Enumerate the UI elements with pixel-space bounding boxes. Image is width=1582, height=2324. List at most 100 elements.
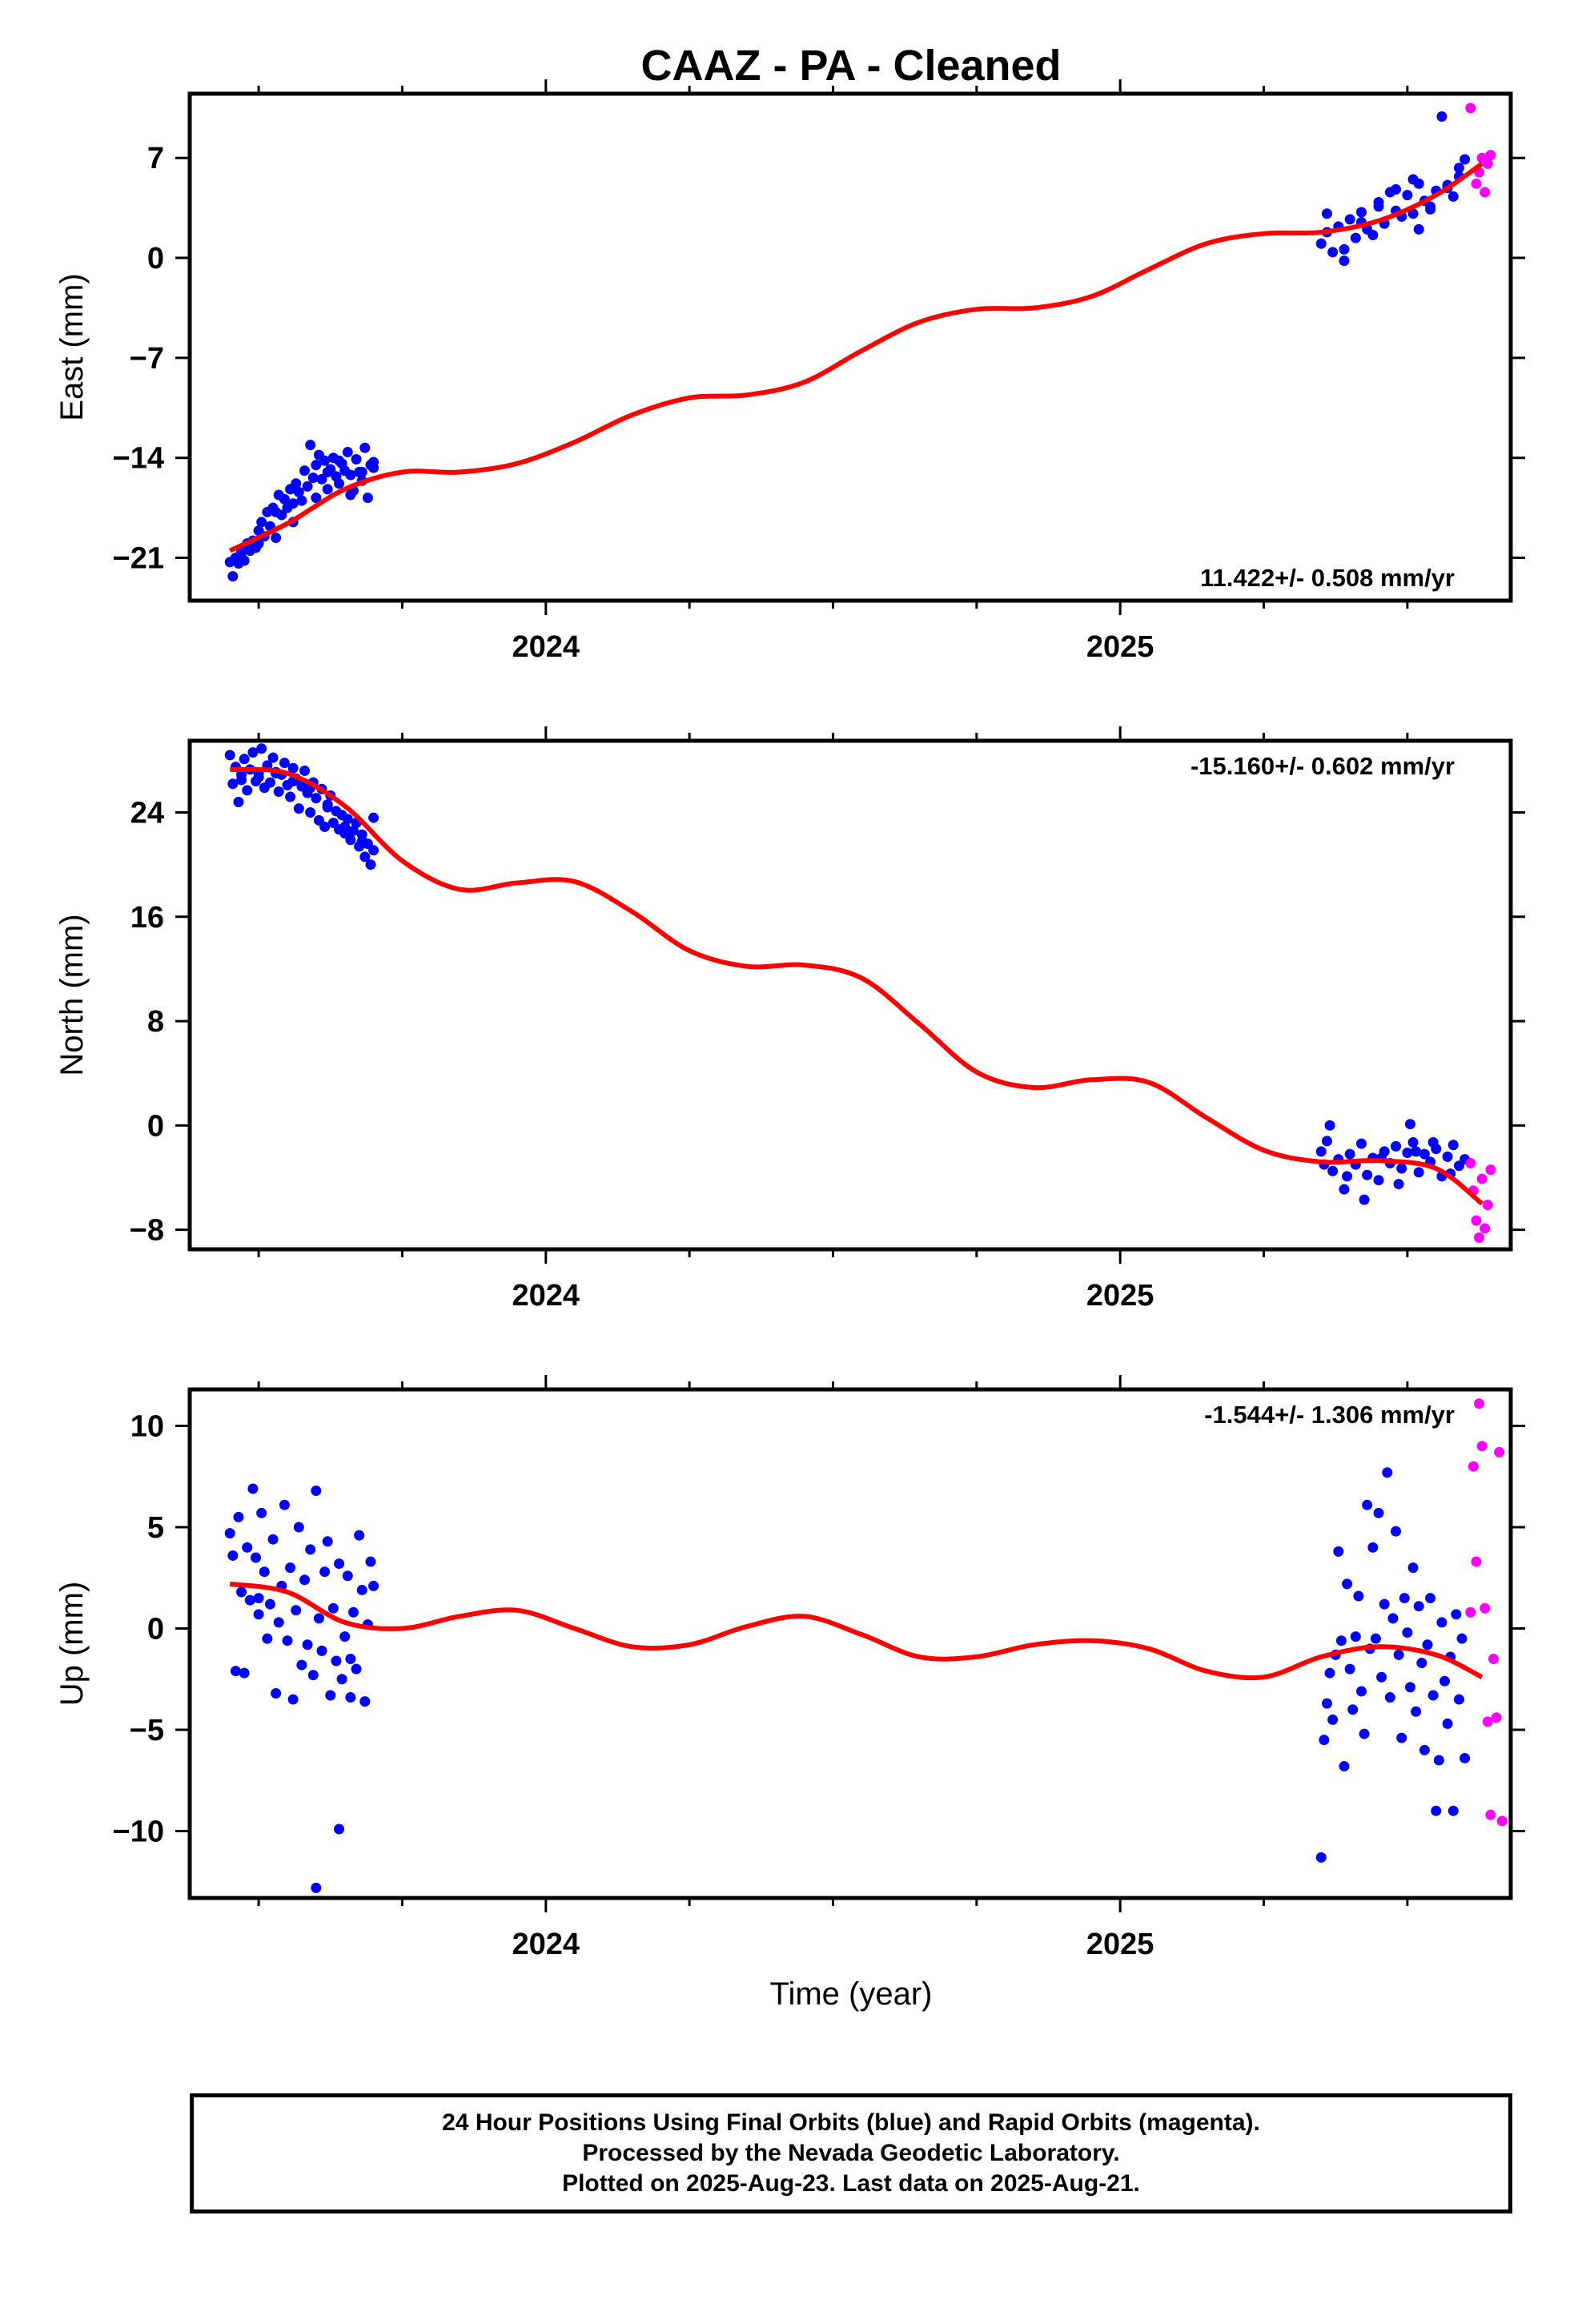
- plot-frame: [187, 738, 1513, 1252]
- final-orbit-point: [1315, 1852, 1327, 1863]
- panel-2: 2024 2025 −10 −5 0 5 10 Up (mm) -1.544+/- 1.306 …: [54, 1375, 1525, 1961]
- model-fit-line: [229, 1581, 1484, 1681]
- final-orbit-point: [244, 1594, 255, 1606]
- rapid-orbit-point: [1488, 1653, 1499, 1664]
- final-orbit-point: [1321, 208, 1332, 219]
- rapid-orbit-point: [1471, 1215, 1482, 1226]
- final-orbit-point: [247, 1483, 259, 1494]
- final-orbit-point: [1407, 1562, 1419, 1574]
- final-orbit-point: [1419, 1148, 1430, 1160]
- final-orbit-point: [236, 774, 247, 786]
- final-orbit-point: [1350, 1631, 1361, 1642]
- final-orbit-point: [233, 1511, 244, 1522]
- x-tick-label: 2024: [512, 1928, 580, 1961]
- final-orbit-point: [1413, 223, 1424, 235]
- final-orbit-point: [1384, 1692, 1395, 1703]
- rapid-orbit-point: [1485, 1164, 1496, 1176]
- final-orbit-point: [1427, 1136, 1439, 1148]
- final-orbit-point: [334, 1558, 345, 1570]
- final-orbit-point: [311, 493, 322, 504]
- final-orbit-point: [1387, 1613, 1399, 1624]
- final-orbit-point: [1456, 1633, 1468, 1644]
- y-tick-label: −14: [113, 442, 164, 476]
- final-orbit-point: [356, 835, 367, 846]
- final-orbit-point: [279, 758, 290, 769]
- final-orbit-point: [345, 1692, 356, 1703]
- final-orbit-point: [322, 1536, 333, 1547]
- final-orbit-point: [351, 1663, 362, 1675]
- final-orbit-point: [311, 1485, 322, 1496]
- final-orbit-point: [1436, 111, 1447, 123]
- final-orbit-point: [1367, 230, 1379, 241]
- y-tick-label: 7: [147, 142, 164, 175]
- final-orbit-point: [1396, 1163, 1407, 1174]
- final-orbit-point: [1359, 1194, 1370, 1205]
- final-orbit-point: [302, 1639, 313, 1651]
- final-orbit-point: [1442, 1718, 1453, 1729]
- final-orbit-point: [1391, 1140, 1402, 1152]
- final-orbit-point: [1355, 1686, 1367, 1697]
- final-orbit-point: [299, 765, 310, 776]
- final-orbit-point: [1411, 1146, 1422, 1157]
- final-orbit-point: [279, 493, 290, 505]
- final-orbit-point: [365, 859, 376, 870]
- final-orbit-point: [1396, 1732, 1407, 1743]
- final-orbit-point: [264, 1598, 275, 1610]
- rapid-orbit-point: [1480, 1223, 1491, 1234]
- y-axis-label: North (mm): [54, 914, 90, 1076]
- x-tick-label: 2024: [512, 630, 580, 664]
- final-orbit-point: [1391, 183, 1402, 195]
- panel-0: 2024 2025 −21 −14 −7 0 7 East (mm) 11.422+/- 0.5…: [54, 79, 1525, 664]
- final-orbit-point: [1402, 1627, 1413, 1638]
- final-orbit-point: [1439, 1675, 1450, 1687]
- final-orbit-point: [296, 495, 307, 506]
- y-tick-label: −10: [113, 1815, 164, 1849]
- final-orbit-point: [1373, 1507, 1384, 1518]
- final-orbit-point: [331, 1655, 342, 1667]
- x-tick-label: 2025: [1086, 630, 1154, 664]
- final-orbit-point: [325, 1690, 336, 1701]
- final-orbit-point: [1379, 1598, 1390, 1610]
- final-orbit-point: [1347, 1704, 1359, 1715]
- y-tick-label: −21: [113, 542, 164, 576]
- panel-1: 2024 2025 −8 0 8 16 24 North (mm) -15.160+/- 0.6…: [54, 726, 1525, 1313]
- final-orbit-point: [305, 440, 316, 451]
- final-orbit-point: [236, 1586, 247, 1598]
- final-orbit-point: [362, 493, 373, 504]
- final-orbit-point: [342, 447, 353, 458]
- final-orbit-point: [316, 473, 327, 485]
- final-orbit-point: [1373, 1175, 1384, 1186]
- final-orbit-point: [291, 478, 302, 489]
- y-tick-label: 5: [147, 1511, 164, 1545]
- final-orbit-point: [227, 778, 239, 790]
- rapid-orbit-point: [1476, 1441, 1488, 1452]
- final-orbit-point: [1447, 1805, 1459, 1816]
- final-orbit-point: [356, 467, 367, 478]
- final-orbit-point: [1393, 1649, 1404, 1660]
- final-orbit-point: [1324, 1667, 1335, 1679]
- final-orbit-point: [322, 467, 333, 478]
- final-orbit-point: [307, 1670, 319, 1681]
- panels: 2024 2025 −21 −14 −7 0 7 East (mm) 11.422+/- 0.5…: [54, 79, 1525, 1961]
- final-orbit-point: [354, 1530, 365, 1541]
- final-orbit-point: [345, 1653, 356, 1664]
- final-orbit-point: [1327, 247, 1339, 258]
- final-orbit-point: [347, 825, 359, 836]
- final-orbit-point: [1353, 1590, 1364, 1602]
- final-orbit-point: [311, 1882, 322, 1893]
- final-orbit-point: [239, 754, 250, 765]
- final-orbit-point: [267, 1534, 279, 1545]
- rapid-orbit-point: [1480, 1602, 1491, 1614]
- final-orbit-point: [1359, 1728, 1370, 1739]
- final-orbit-point: [291, 1605, 302, 1616]
- final-orbit-point: [1370, 1633, 1381, 1644]
- final-orbit-point: [273, 786, 284, 797]
- final-orbit-point: [1393, 1179, 1404, 1190]
- rapid-orbit-point: [1465, 1606, 1476, 1618]
- chart-title: CAAZ - PA - Cleaned: [640, 42, 1061, 90]
- final-orbit-point: [267, 752, 279, 763]
- final-orbit-point: [1315, 238, 1327, 249]
- rapid-orbit-point: [1482, 1200, 1493, 1211]
- final-orbit-point: [1453, 1694, 1464, 1705]
